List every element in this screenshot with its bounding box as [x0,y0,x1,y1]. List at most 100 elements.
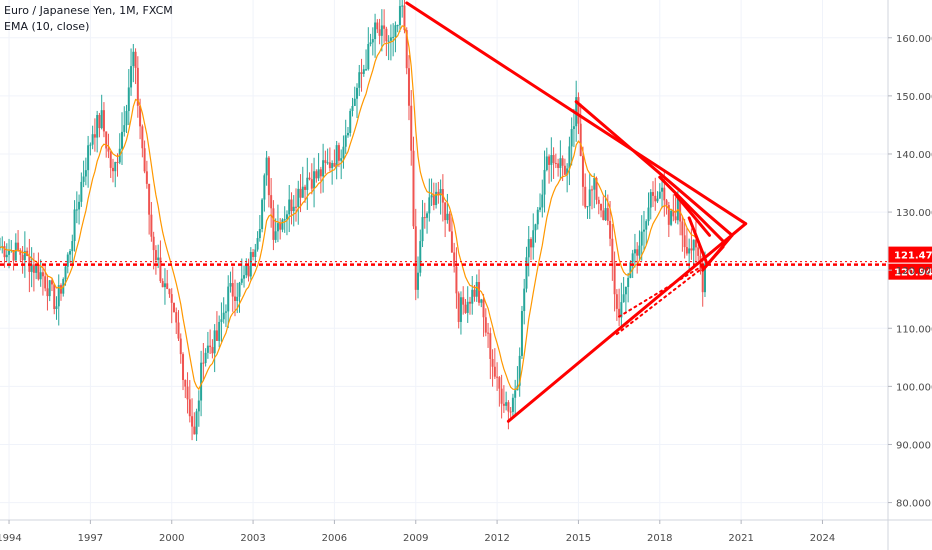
candle-body [656,198,659,202]
candle-body [692,239,695,251]
candle-body [337,145,340,161]
candle-body [64,266,67,280]
candle-body [195,411,198,435]
candle-body [116,162,119,164]
candle-body [80,181,83,202]
candle-body [161,281,164,288]
candle-body [91,134,94,145]
x-tick-label: 2000 [159,533,184,544]
candle-body [633,249,636,254]
candle-body [177,322,180,339]
candle-body [658,191,661,199]
price-lines [0,261,888,266]
candle-body [331,163,334,169]
candle-body [256,238,259,250]
candle-body [84,170,87,177]
candle-body [175,312,178,323]
candle-body [304,186,307,190]
candle-body [233,296,236,301]
candle-body [498,377,501,389]
candle-body [285,214,288,220]
candle-body [444,202,447,221]
candle-body [159,257,162,282]
candle-body [50,280,53,285]
candle-body [272,208,275,240]
candle-body [570,129,573,147]
candle-body [292,206,295,212]
candle-body [448,213,451,232]
candle-body [543,169,546,195]
candle-body [41,272,44,277]
candle-body [344,135,347,147]
candle-body [358,72,361,88]
candle-body [701,269,704,293]
candle-body [349,110,352,133]
candle-body [622,294,625,303]
candle-body [172,302,175,313]
candle-body [265,157,268,176]
candle-body [191,416,194,427]
candle-body [121,131,124,149]
candle-body [333,163,336,167]
candle-body [389,37,392,41]
candle-body [60,285,63,294]
candle-body [374,22,377,40]
candle-body [557,163,560,168]
trendline-drawings[interactable] [405,1,748,423]
chart-legend: Euro / Japanese Yen, 1M, FXCM EMA (10, c… [4,3,173,35]
candle-body [340,158,343,161]
candle-body [584,186,587,208]
candle-body [398,6,401,26]
candle-body [229,283,232,287]
candle-body [685,247,688,254]
candle-body [134,51,137,68]
candle-body [471,289,474,304]
ema-line [0,25,706,391]
candle-body [383,25,386,29]
candle-body [346,132,349,136]
candle-body [536,209,539,225]
candle-body [419,241,422,273]
candle-body [283,219,286,221]
candle-body [604,208,607,220]
candle-body [193,426,196,435]
candle-body [308,177,311,180]
candle-body [218,321,221,341]
candle-body [231,283,234,297]
y-tick-label: 150.000 [896,92,932,103]
candle-body [371,39,374,43]
candle-body [647,207,650,222]
candle-body [430,195,433,198]
candle-body [676,197,679,221]
candle-body [270,195,273,209]
candle-body [55,306,58,309]
candle-body [328,162,331,169]
candle-body [209,345,212,348]
candle-body [629,262,632,278]
candle-body [215,330,218,341]
candle-body [245,265,248,276]
candle-body [100,110,103,129]
x-tick-label: 2021 [728,533,753,544]
candle-body [545,156,548,170]
candle-body [274,231,277,240]
candle-body [432,195,435,206]
candle-body [376,22,379,30]
candle-body [301,186,304,198]
candle-body [609,220,612,239]
candle-body [35,265,38,273]
candle-body [593,178,596,190]
candle-body [493,366,496,377]
y-tick-label: 120.000 [896,266,932,277]
candle-body [148,183,151,215]
candle-body [679,197,682,222]
candle-body [236,296,239,301]
candle-body [66,254,69,267]
time-axis[interactable]: 1994 1997 2000 2003 2006 2009 2012 2015 2018 2021… [0,519,932,544]
price-axis[interactable]: 121.474 120.946 80.000 90.000 100.000 110.000… [887,0,932,550]
candle-body [581,156,584,187]
candle-body [577,97,580,124]
y-tick-label: 140.000 [896,150,932,161]
candle-body [136,67,139,106]
